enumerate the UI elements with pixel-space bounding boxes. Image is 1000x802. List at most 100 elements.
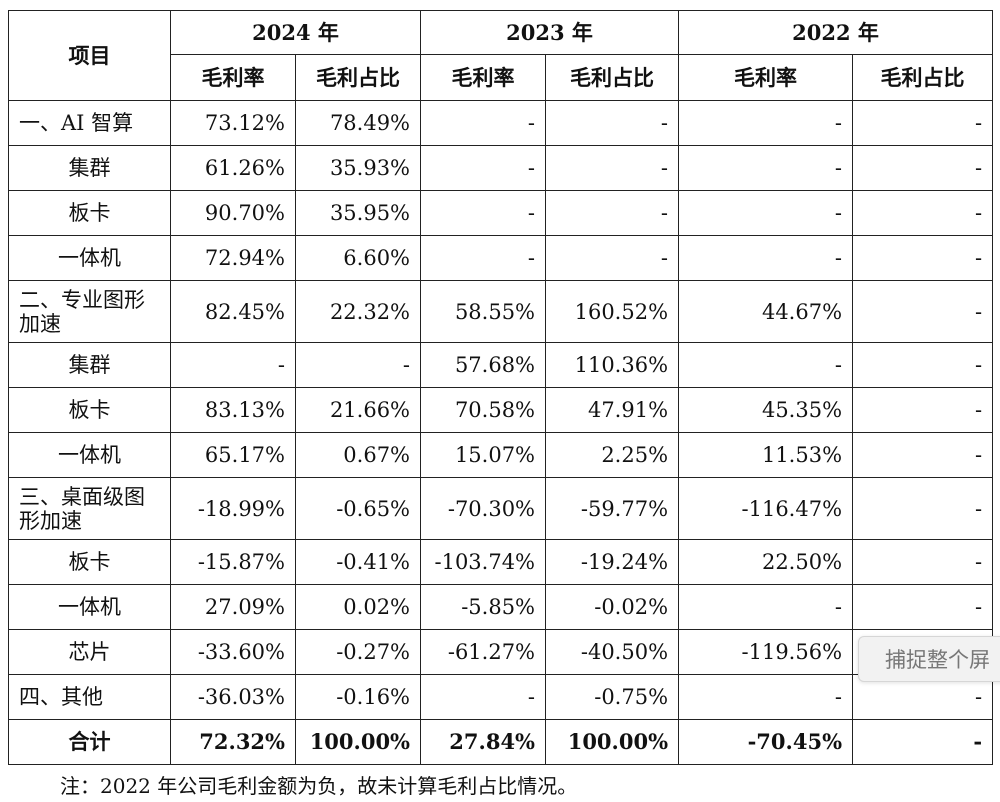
row-label: 一体机	[8, 584, 171, 630]
table-cell: -	[852, 280, 994, 343]
table-cell: 6.60%	[294, 235, 422, 281]
row-label: 四、其他	[8, 674, 171, 720]
table-cell: -0.02%	[545, 584, 680, 630]
row-label: 一体机	[8, 235, 171, 281]
table-cell: -	[852, 100, 994, 146]
table-cell: 70.58%	[420, 387, 547, 433]
table-cell: -	[678, 145, 854, 191]
table-cell: 82.45%	[170, 280, 296, 343]
table-row: 芯片 -33.60% -0.27% -61.27% -40.50% -119.5…	[8, 629, 994, 675]
total-cell: 100.00%	[294, 719, 422, 765]
table-cell: -0.27%	[294, 629, 422, 675]
table-cell: -	[420, 100, 547, 146]
table-cell: -	[852, 584, 994, 630]
year-header-2023: 2023 年	[420, 10, 680, 55]
total-cell: 72.32%	[170, 719, 296, 765]
total-cell: 27.84%	[420, 719, 547, 765]
table-cell: -	[420, 190, 547, 236]
year-header-2024: 2024 年	[169, 10, 422, 55]
table-cell: 47.91%	[545, 387, 680, 433]
table-row: 二、专业图形加速 82.45% 22.32% 58.55% 160.52% 44…	[8, 280, 994, 343]
row-label: 集群	[8, 342, 171, 388]
table-cell: 58.55%	[420, 280, 547, 343]
table-cell: 35.95%	[294, 190, 422, 236]
table-cell: -	[545, 145, 680, 191]
table-cell: -	[852, 477, 994, 540]
table-cell: -	[545, 235, 680, 281]
table-cell: -19.24%	[545, 539, 680, 585]
table-cell: 61.26%	[170, 145, 296, 191]
table-cell: -103.74%	[420, 539, 547, 585]
table-row: 一、AI 智算 73.12% 78.49% - - - -	[8, 100, 994, 146]
metric-header: 毛利占比	[294, 54, 422, 101]
item-header: 项目	[8, 10, 171, 101]
table-cell: -	[678, 584, 854, 630]
table-row: 板卡 83.13% 21.66% 70.58% 47.91% 45.35% -	[8, 387, 994, 433]
table-cell: -	[545, 100, 680, 146]
table-cell: 65.17%	[170, 432, 296, 478]
total-cell: -70.45%	[678, 719, 854, 765]
table-cell: -	[852, 539, 994, 585]
table-cell: -	[545, 190, 680, 236]
row-label: 板卡	[8, 539, 171, 585]
table-cell: -	[294, 342, 422, 388]
table-cell: 160.52%	[545, 280, 680, 343]
table-cell: -0.16%	[294, 674, 422, 720]
table-cell: -	[852, 342, 994, 388]
table-cell: -	[678, 190, 854, 236]
row-label: 集群	[8, 145, 171, 191]
table-cell: -	[170, 342, 296, 388]
table-cell: -	[678, 235, 854, 281]
table-cell: -70.30%	[420, 477, 547, 540]
table-cell: -33.60%	[170, 629, 296, 675]
table-row: 板卡 -15.87% -0.41% -103.74% -19.24% 22.50…	[8, 539, 994, 585]
row-label: 二、专业图形加速	[8, 280, 171, 343]
table-cell: 90.70%	[170, 190, 296, 236]
metric-header: 毛利率	[678, 54, 854, 101]
row-label: 一体机	[8, 432, 171, 478]
metric-header: 毛利率	[420, 54, 547, 101]
table-cell: 73.12%	[170, 100, 296, 146]
table-cell: -0.75%	[545, 674, 680, 720]
table-cell: 57.68%	[420, 342, 547, 388]
footnote: 注：2022 年公司毛利金额为负，故未计算毛利占比情况。	[60, 774, 578, 798]
table-cell: 27.09%	[170, 584, 296, 630]
table-cell: 110.36%	[545, 342, 680, 388]
table-cell: -0.65%	[294, 477, 422, 540]
total-cell: -	[852, 719, 994, 765]
table-cell: 22.32%	[294, 280, 422, 343]
screen-capture-button[interactable]: 捕捉整个屏	[858, 636, 1000, 682]
row-label: 一、AI 智算	[8, 100, 171, 146]
table-cell: 2.25%	[545, 432, 680, 478]
row-label: 三、桌面级图形加速	[8, 477, 171, 540]
table-cell: 35.93%	[294, 145, 422, 191]
table-cell: 22.50%	[678, 539, 854, 585]
table-cell: 0.67%	[294, 432, 422, 478]
table-cell: -18.99%	[170, 477, 296, 540]
row-label: 芯片	[8, 629, 171, 675]
table-cell: 21.66%	[294, 387, 422, 433]
table-cell: -61.27%	[420, 629, 547, 675]
table-row: 板卡 90.70% 35.95% - - - -	[8, 190, 994, 236]
table-cell: -	[852, 235, 994, 281]
row-label: 板卡	[8, 190, 171, 236]
table-row: 一体机 72.94% 6.60% - - - -	[8, 235, 994, 281]
table-cell: -	[420, 235, 547, 281]
table-row: 三、桌面级图形加速 -18.99% -0.65% -70.30% -59.77%…	[8, 477, 994, 540]
table-cell: -119.56%	[678, 629, 854, 675]
table-cell: 78.49%	[294, 100, 422, 146]
table-cell: -15.87%	[170, 539, 296, 585]
table-cell: -	[852, 387, 994, 433]
total-label: 合计	[8, 719, 171, 765]
row-label: 板卡	[8, 387, 171, 433]
table-cell: -	[678, 674, 854, 720]
table-cell: -36.03%	[170, 674, 296, 720]
table-cell: 45.35%	[678, 387, 854, 433]
table-cell: -	[852, 190, 994, 236]
metric-header: 毛利占比	[852, 54, 994, 101]
table-cell: 15.07%	[420, 432, 547, 478]
total-row: 合计 72.32% 100.00% 27.84% 100.00% -70.45%…	[8, 719, 994, 765]
table-cell: -	[420, 145, 547, 191]
table-cell: 72.94%	[170, 235, 296, 281]
table-cell: -5.85%	[420, 584, 547, 630]
